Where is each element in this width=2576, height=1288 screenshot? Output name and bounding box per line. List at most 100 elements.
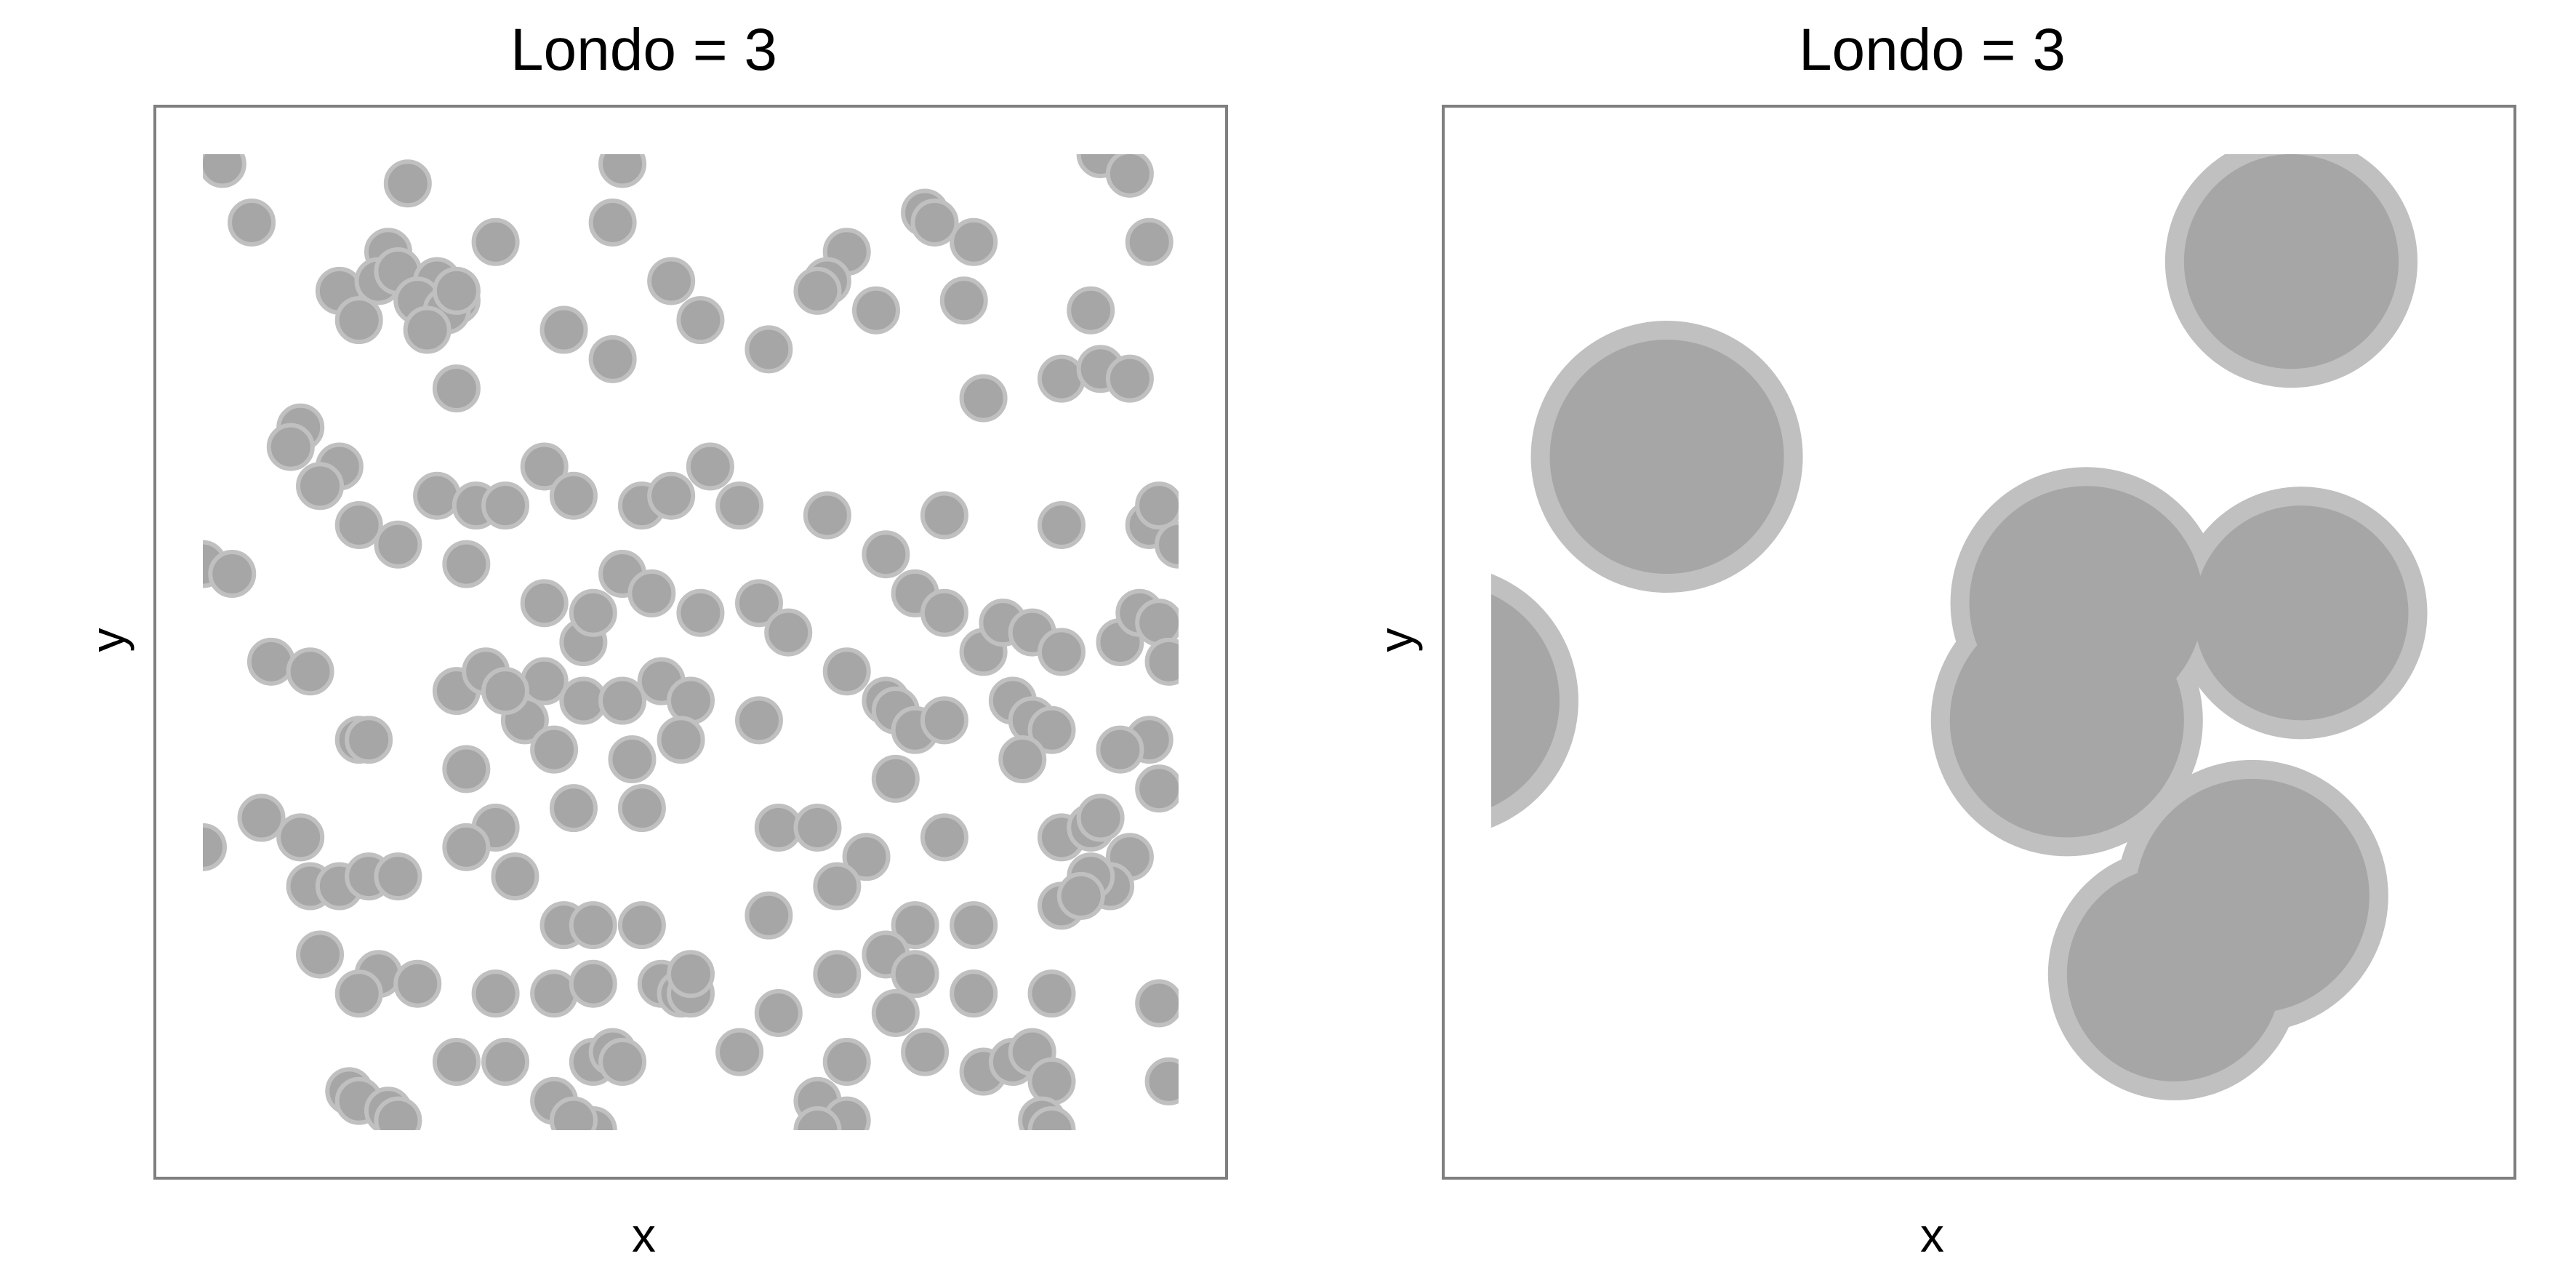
data-point — [793, 266, 842, 315]
data-point — [686, 442, 734, 491]
data-point — [1067, 286, 1115, 335]
data-point — [910, 198, 959, 247]
data-point — [598, 1038, 647, 1087]
data-point — [715, 481, 764, 530]
data-point — [1056, 871, 1105, 920]
data-point — [891, 950, 939, 999]
data-point — [950, 969, 998, 1018]
data-point — [1144, 1057, 1179, 1105]
data-point — [1135, 599, 1179, 647]
data-point — [345, 716, 393, 764]
region — [2183, 154, 2399, 369]
data-point — [334, 500, 383, 549]
data-point — [1105, 354, 1154, 403]
data-point — [549, 784, 598, 833]
data-point — [1135, 481, 1179, 530]
data-point — [939, 276, 988, 325]
data-point — [1027, 1106, 1076, 1130]
data-point — [920, 813, 968, 862]
data-point — [374, 1096, 422, 1130]
data-point — [296, 462, 345, 511]
data-point — [617, 784, 666, 833]
data-point — [403, 305, 452, 354]
region — [1491, 594, 1560, 807]
data-point — [822, 1038, 871, 1087]
region-plot — [1442, 105, 2516, 1180]
data-point — [715, 1028, 764, 1076]
data-point — [1037, 628, 1086, 676]
data-point — [734, 696, 783, 745]
data-point — [296, 930, 345, 979]
data-point — [1135, 764, 1179, 813]
data-point — [920, 696, 968, 745]
data-point — [647, 471, 696, 520]
data-point — [549, 471, 598, 520]
data-point — [481, 667, 530, 716]
data-point — [334, 969, 383, 1018]
data-point — [276, 813, 325, 862]
data-point — [481, 481, 530, 530]
data-point — [432, 266, 481, 315]
data-point — [764, 608, 813, 657]
data-point — [745, 325, 793, 374]
data-point — [1037, 354, 1086, 403]
data-point — [803, 491, 851, 540]
data-point — [901, 1028, 950, 1076]
data-point — [383, 159, 432, 208]
region-fill-layer — [1491, 154, 2409, 1081]
data-point — [950, 217, 998, 266]
data-point — [627, 569, 676, 617]
data-point — [1096, 725, 1144, 774]
data-point — [203, 823, 227, 871]
data-point — [530, 969, 579, 1018]
chart-title: Londo = 3 — [1798, 17, 2066, 83]
data-point — [920, 491, 968, 540]
data-point — [871, 754, 920, 803]
data-point — [959, 374, 1008, 423]
data-point — [842, 833, 891, 881]
data-point — [393, 959, 442, 1008]
data-point — [530, 725, 579, 774]
data-point — [647, 257, 696, 305]
data-point — [871, 988, 920, 1037]
data-point — [862, 530, 910, 579]
data-point — [569, 959, 617, 1008]
data-point — [588, 198, 637, 247]
data-point — [822, 647, 871, 696]
data-point — [793, 1106, 842, 1130]
data-point — [286, 647, 334, 696]
data-point — [266, 423, 315, 471]
chart-title: Londo = 3 — [510, 17, 778, 83]
scatter-plot — [153, 105, 1228, 1180]
data-point — [1076, 793, 1125, 842]
panel-right: Londo = 3 y x — [1288, 0, 2576, 1288]
data-point — [203, 154, 246, 188]
data-point — [1027, 1057, 1076, 1105]
data-point — [442, 823, 491, 871]
data-point — [520, 442, 569, 491]
data-point — [1027, 969, 1076, 1018]
data-point — [793, 803, 842, 852]
region — [2066, 866, 2282, 1081]
data-point — [520, 579, 569, 628]
data-point — [413, 471, 462, 520]
data-point — [813, 950, 862, 999]
data-point — [549, 1096, 598, 1130]
region — [1549, 339, 1784, 575]
data-point — [491, 852, 539, 901]
data-point — [588, 335, 637, 383]
data-point — [208, 550, 257, 599]
data-point — [676, 588, 725, 637]
data-point — [920, 588, 968, 637]
data-point — [754, 988, 803, 1037]
data-point — [734, 579, 783, 628]
data-point — [813, 862, 862, 911]
data-point — [569, 901, 617, 950]
data-point — [374, 520, 422, 569]
data-point — [598, 676, 647, 725]
data-area — [203, 154, 1179, 1130]
data-area — [1491, 154, 2428, 1100]
region — [2194, 505, 2409, 721]
data-point — [481, 1038, 530, 1087]
data-point — [432, 1038, 481, 1087]
